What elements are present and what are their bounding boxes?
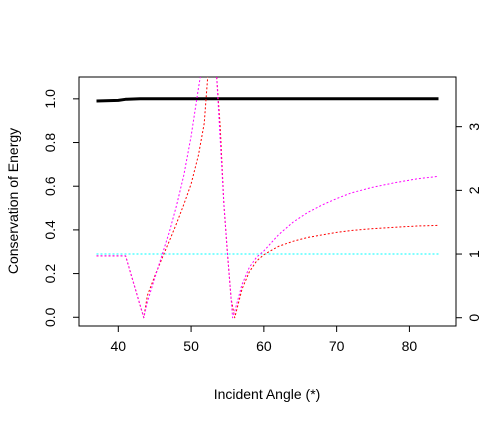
plot-frame: [78, 76, 457, 327]
y2-tick-label: 3: [466, 123, 482, 131]
y-tick-label: 0.8: [42, 133, 58, 153]
y-tick-label: 0.0: [42, 307, 58, 327]
x-tick-label: 60: [256, 338, 272, 354]
y-tick-label: 1.0: [42, 89, 58, 109]
y2-tick-label: 2: [466, 186, 482, 194]
y-tick-label: 0.2: [42, 264, 58, 284]
series-line-3: [96, 77, 439, 319]
x-tick-label: 80: [402, 338, 418, 354]
y-axis-label: Conservation of Energy: [5, 128, 21, 274]
x-tick-label: 40: [111, 338, 127, 354]
y2-tick-label: 0: [466, 314, 482, 322]
x-tick-label: 50: [183, 338, 199, 354]
series-line-0: [96, 97, 439, 103]
y-tick-label: 0.6: [42, 176, 58, 196]
series-line-2: [96, 77, 439, 319]
x-tick-label: 70: [329, 338, 345, 354]
y2-tick-label: 1: [466, 250, 482, 258]
y-tick-label: 0.4: [42, 220, 58, 240]
x-axis-label: Incident Angle (*): [214, 386, 321, 402]
axis-layer: 40 50 60 70 80 0.0 0.2 0.4 0.6 0.8 1.0 0 1 2 3: [42, 89, 482, 354]
series-layer: [96, 77, 439, 319]
